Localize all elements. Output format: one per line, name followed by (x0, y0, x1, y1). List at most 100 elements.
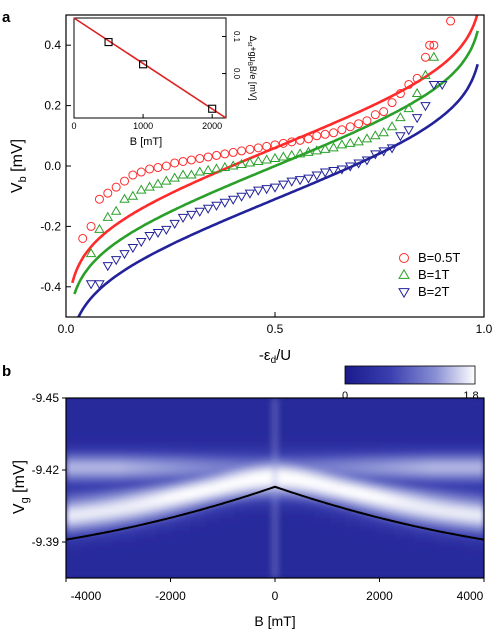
heatmap-cell (394, 554, 401, 559)
heatmap-cell (324, 474, 331, 479)
heatmap-cell (225, 458, 231, 463)
data-point (295, 135, 305, 145)
heatmap-cell (279, 430, 286, 435)
heatmap-cell (180, 458, 187, 463)
heatmap-cell (115, 466, 122, 471)
heatmap-cell (389, 514, 396, 519)
heatmap-cell (399, 398, 405, 403)
heatmap-cell (324, 458, 331, 463)
heatmap-cell (235, 510, 241, 515)
heatmap-cell (145, 458, 152, 463)
heatmap-cell (130, 510, 137, 515)
heatmap-cell (279, 530, 286, 535)
heatmap-cell (364, 558, 371, 563)
heatmap-cell (309, 550, 316, 555)
data-point (398, 268, 410, 279)
heatmap-cell (394, 514, 401, 519)
heatmap-cell (120, 462, 127, 467)
heatmap-cell (145, 434, 152, 439)
heatmap-cell (155, 430, 162, 435)
heatmap-cell (379, 418, 386, 423)
heatmap-cell (260, 482, 266, 487)
heatmap-cell (424, 410, 430, 415)
heatmap-cell (454, 454, 460, 459)
heatmap-cell (369, 458, 376, 463)
data-point (370, 110, 380, 120)
heatmap-cell (170, 398, 177, 403)
heatmap-cell (349, 546, 356, 551)
heatmap-cell (394, 574, 401, 578)
heatmap-cell (155, 490, 162, 495)
heatmap-cell (180, 398, 187, 403)
heatmap-cell (170, 430, 177, 435)
heatmap-cell (90, 490, 97, 495)
heatmap-cell (200, 518, 206, 523)
heatmap-cell (449, 490, 455, 495)
heatmap-cell (449, 430, 455, 435)
heatmap-cell (135, 398, 142, 403)
heatmap-cell (160, 530, 167, 535)
heatmap-cell (130, 422, 137, 427)
heatmap-cell (374, 542, 381, 547)
heatmap-cell (469, 430, 475, 435)
heatmap-cell (170, 538, 177, 543)
heatmap-cell (225, 442, 231, 447)
heatmap-cell (404, 490, 410, 495)
heatmap-cell (444, 538, 450, 543)
heatmap-cell (469, 466, 475, 471)
heatmap-cell (260, 526, 266, 531)
heatmap-cell (175, 398, 182, 403)
heatmap-cell (364, 542, 371, 547)
heatmap-cell (190, 526, 196, 531)
heatmap-cell (225, 526, 231, 531)
heatmap-cell (255, 574, 261, 578)
heatmap-cell (404, 530, 410, 535)
heatmap-cell (404, 470, 410, 475)
heatmap-cell (374, 454, 381, 459)
heatmap-cell (90, 494, 97, 499)
heatmap-cell (409, 478, 415, 483)
heatmap-cell (454, 426, 460, 431)
heatmap-cell (444, 526, 450, 531)
heatmap-cell (215, 570, 221, 575)
heatmap-cell (80, 414, 87, 419)
heatmap-cell (245, 502, 251, 507)
heatmap-cell (439, 506, 445, 511)
heatmap-cell (80, 482, 87, 487)
heatmap-cell (419, 562, 425, 567)
heatmap-cell (434, 422, 440, 427)
heatmap-cell (424, 530, 430, 535)
heatmap-cell (135, 514, 142, 519)
heatmap-cell (324, 538, 331, 543)
heatmap-cell (409, 502, 415, 507)
heatmap-cell (95, 458, 102, 463)
data-point (186, 169, 197, 179)
heatmap-cell (304, 526, 311, 531)
heatmap-cell (359, 450, 366, 455)
heatmap-cell (120, 482, 127, 487)
heatmap-cell (399, 542, 405, 547)
heatmap-cell (155, 510, 162, 515)
heatmap-cell (474, 562, 480, 567)
heatmap-cell (70, 426, 77, 431)
heatmap-cell (85, 518, 92, 523)
heatmap-cell (195, 466, 201, 471)
heatmap-cell (220, 446, 226, 451)
heatmap-cell (250, 402, 256, 407)
heatmap-cell (359, 534, 366, 539)
heatmap-cell (125, 418, 132, 423)
heatmap-cell (304, 562, 311, 567)
heatmap-cell (284, 534, 291, 539)
heatmap-cell (100, 498, 107, 503)
heatmap-cell (429, 490, 435, 495)
heatmap-cell (359, 498, 366, 503)
heatmap-cell (125, 430, 132, 435)
heatmap-cell (70, 434, 77, 439)
heatmap-cell (349, 450, 356, 455)
heatmap-cell (240, 570, 246, 575)
heatmap-cell (110, 422, 117, 427)
heatmap-cell (265, 466, 271, 471)
heatmap-cell (120, 414, 127, 419)
heatmap-cell (294, 498, 301, 503)
heatmap-cell (225, 446, 231, 451)
